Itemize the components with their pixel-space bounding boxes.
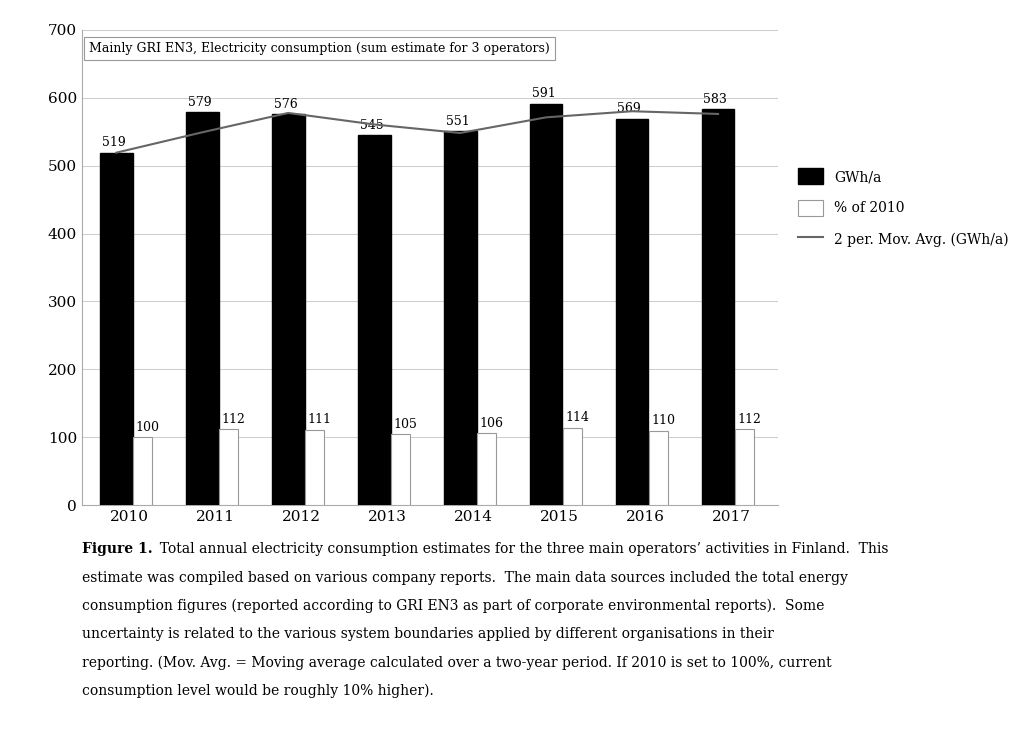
Text: 579: 579 [187, 96, 211, 108]
Bar [133, 438, 153, 505]
Text: consumption figures (reported according to GRI EN3 as part of corporate environm: consumption figures (reported according … [82, 599, 824, 613]
Bar [357, 135, 390, 505]
Text: reporting. (Mov. Avg. = Moving average calculated over a two-year period. If 201: reporting. (Mov. Avg. = Moving average c… [82, 655, 831, 669]
Text: Total annual electricity consumption estimates for the three main operators’ act: Total annual electricity consumption est… [151, 542, 888, 557]
Text: 111: 111 [307, 413, 331, 426]
Text: 583: 583 [703, 93, 727, 106]
Bar [735, 429, 754, 505]
Bar [305, 430, 325, 505]
Text: 545: 545 [359, 119, 383, 132]
Text: 114: 114 [565, 412, 589, 424]
Text: 100: 100 [135, 421, 159, 434]
Text: consumption level would be roughly 10% higher).: consumption level would be roughly 10% h… [82, 684, 434, 698]
Text: 112: 112 [221, 413, 245, 426]
Text: 110: 110 [651, 414, 675, 427]
Text: uncertainty is related to the various system boundaries applied by different org: uncertainty is related to the various sy… [82, 627, 774, 641]
Text: 519: 519 [101, 136, 126, 149]
Text: 112: 112 [737, 413, 761, 426]
Text: Figure 1.: Figure 1. [82, 542, 153, 557]
Text: 105: 105 [393, 418, 417, 430]
Bar [701, 109, 734, 505]
Text: 591: 591 [531, 88, 555, 100]
Text: 106: 106 [479, 417, 503, 430]
Bar [443, 131, 476, 505]
Bar [186, 112, 218, 505]
Legend: GWh/a, % of 2010, 2 per. Mov. Avg. (GWh/a): GWh/a, % of 2010, 2 per. Mov. Avg. (GWh/… [793, 163, 1014, 253]
Bar [563, 428, 583, 505]
Bar [649, 430, 669, 505]
Text: estimate was compiled based on various company reports.  The main data sources i: estimate was compiled based on various c… [82, 571, 848, 585]
Bar [615, 119, 648, 505]
Bar [529, 104, 562, 505]
Bar [100, 152, 133, 505]
Bar [219, 429, 239, 505]
Text: 551: 551 [445, 114, 469, 128]
Text: 569: 569 [617, 103, 641, 115]
Text: Mainly GRI EN3, Electricity consumption (sum estimate for 3 operators): Mainly GRI EN3, Electricity consumption … [89, 42, 550, 54]
Bar [391, 434, 411, 505]
Text: 576: 576 [273, 97, 297, 111]
Bar [477, 433, 497, 505]
Bar [272, 114, 304, 505]
